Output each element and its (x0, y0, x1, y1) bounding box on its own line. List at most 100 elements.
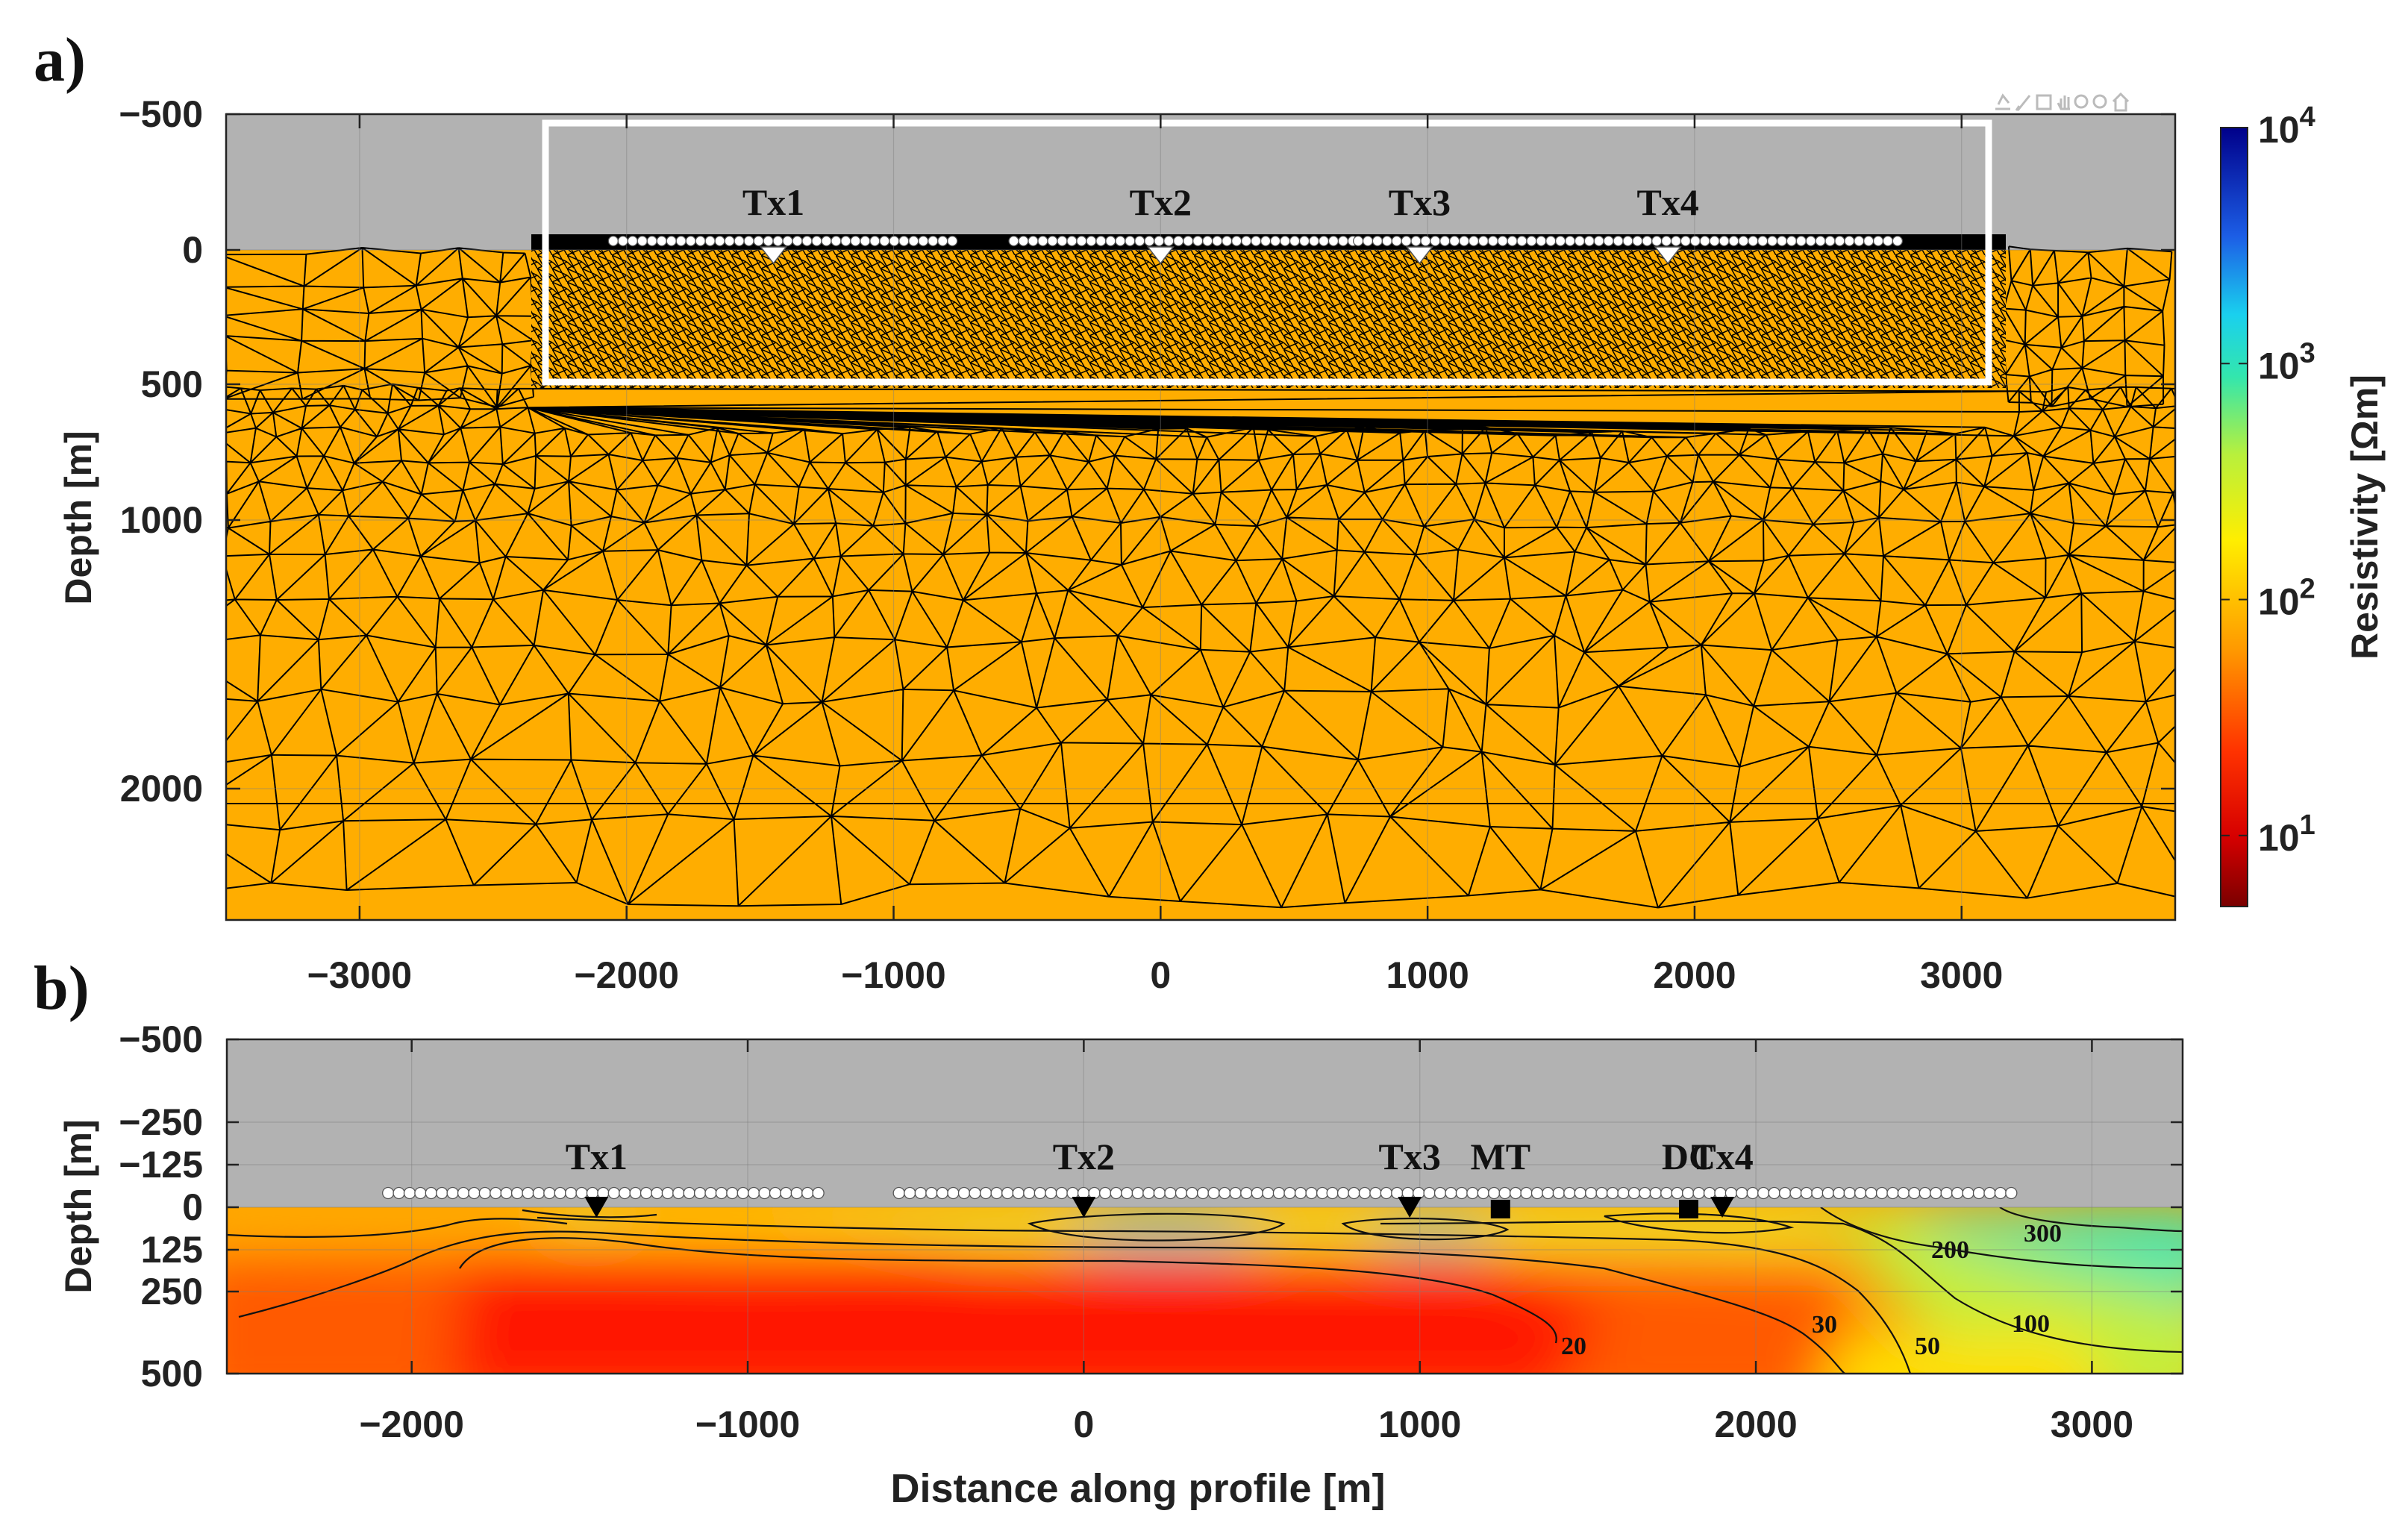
receiver-marker (1358, 1186, 1372, 1200)
receiver-marker (1660, 1186, 1673, 1200)
receiver-marker (714, 235, 725, 247)
receiver-marker (1627, 1186, 1641, 1200)
pan-icon[interactable] (2057, 96, 2070, 110)
receiver-marker (1477, 235, 1489, 247)
receiver-marker (1001, 1186, 1014, 1200)
export-icon[interactable] (1995, 93, 2010, 110)
x-tick-label: 0 (1150, 954, 1171, 996)
receiver-marker (1316, 1186, 1329, 1200)
contour-30a (238, 1230, 1847, 1374)
receiver-marker (1642, 235, 1653, 247)
panel-b-ticks: −2000 −1000 0 1000 2000 3000−500−250−12501252… (119, 1018, 2183, 1445)
receiver-marker (1420, 235, 1431, 247)
receiver-marker (1023, 1186, 1036, 1200)
receiver-marker (637, 235, 648, 247)
receiver-marker (2005, 1186, 2018, 1200)
receiver-marker (704, 235, 716, 247)
zoom-in-icon[interactable] (2074, 94, 2089, 109)
panel-a-air (226, 114, 2175, 250)
receiver-marker (821, 235, 832, 247)
receiver-marker (1028, 235, 1039, 247)
receiver-marker (1468, 235, 1480, 247)
panel-b-transmitters: Tx1 Tx2 Tx3 Tx4 (566, 1136, 1754, 1218)
receiver-marker (382, 1186, 395, 1200)
receiver-marker (1144, 235, 1155, 247)
contour-label-300: 300 (2024, 1220, 2062, 1248)
brush-icon[interactable] (2015, 95, 2031, 111)
data-tips-icon[interactable] (2036, 94, 2052, 110)
panel-a-label: a) (34, 25, 86, 95)
receiver-marker (666, 235, 677, 247)
home-icon[interactable] (2112, 92, 2130, 112)
x-tick-label: 0 (1073, 1403, 1094, 1445)
receiver-marker (726, 1186, 739, 1200)
zoom-out-icon[interactable] (2092, 94, 2107, 109)
contour-label-100: 100 (2012, 1310, 2050, 1338)
colorbar: Resistivity [Ωm] 101 102 103 104 (2220, 101, 2386, 907)
receiver-marker (1603, 235, 1614, 247)
transmitter-marker (759, 246, 788, 265)
receiver-marker (704, 1186, 717, 1200)
receiver-marker (1994, 1186, 2007, 1200)
receiver-marker (925, 1186, 938, 1200)
receiver-marker (812, 1186, 825, 1200)
receiver-marker (737, 1186, 749, 1200)
receiver-marker (850, 235, 861, 247)
receiver-marker (1498, 1186, 1511, 1200)
receiver-marker (1555, 235, 1566, 247)
receiver-marker (446, 1186, 459, 1200)
x-tick-label: −3000 (307, 954, 412, 996)
receiver-marker (1815, 235, 1826, 247)
receiver-marker (468, 1186, 481, 1200)
receiver-marker (490, 1186, 502, 1200)
receiver-marker (1057, 235, 1068, 247)
receiver-marker (656, 235, 667, 247)
panel-b-xlabel: Distance along profile [m] (890, 1466, 1385, 1511)
contour-label-30: 30 (1812, 1311, 1837, 1339)
receiver-marker (646, 235, 657, 247)
receiver-marker (1681, 1186, 1695, 1200)
receiver-marker (969, 1186, 981, 1200)
receiver-marker (747, 1186, 760, 1200)
receiver-marker (1536, 235, 1547, 247)
receiver-marker (1327, 235, 1339, 247)
sounding-label: DC (1662, 1136, 1716, 1177)
receiver-marker (715, 1186, 728, 1200)
receiver-marker (1423, 1186, 1436, 1200)
receiver-marker (1449, 235, 1460, 247)
receiver-marker (1115, 235, 1126, 247)
receiver-marker (928, 235, 939, 247)
receiver-marker (763, 235, 774, 247)
receiver-marker (936, 1186, 949, 1200)
receiver-marker (543, 1186, 556, 1200)
receiver-marker (1458, 235, 1470, 247)
receiver-marker (607, 1186, 620, 1200)
receiver-marker (801, 1186, 814, 1200)
receiver-marker (1173, 235, 1184, 247)
receiver-marker (1833, 1186, 1845, 1200)
receiver-marker (1574, 1186, 1586, 1200)
receiver-marker (1593, 235, 1604, 247)
receiver-marker (1768, 1186, 1780, 1200)
receiver-marker (1632, 235, 1643, 247)
receiver-marker (1930, 1186, 1942, 1200)
x-tick-label: 2000 (1714, 1403, 1797, 1445)
receiver-marker (651, 1186, 663, 1200)
receiver-marker (860, 235, 871, 247)
receiver-marker (1241, 235, 1252, 247)
receiver-marker (1125, 235, 1136, 247)
y-tick-label: 1000 (120, 499, 203, 541)
receiver-marker (1757, 1186, 1770, 1200)
receiver-marker (1439, 235, 1451, 247)
panel-a-receivers (607, 235, 1903, 247)
receiver-marker (1962, 1186, 1974, 1200)
receiver-marker (892, 1186, 905, 1200)
receiver-marker (1153, 1186, 1166, 1200)
contour-cell-1 (1027, 1212, 1286, 1242)
receiver-marker (1606, 1186, 1619, 1200)
axes-toolbar[interactable] (1995, 92, 2130, 112)
receiver-marker (772, 235, 784, 247)
receiver-marker (790, 1186, 803, 1200)
sounding-marker (1490, 1200, 1510, 1218)
receiver-marker (1095, 235, 1107, 247)
